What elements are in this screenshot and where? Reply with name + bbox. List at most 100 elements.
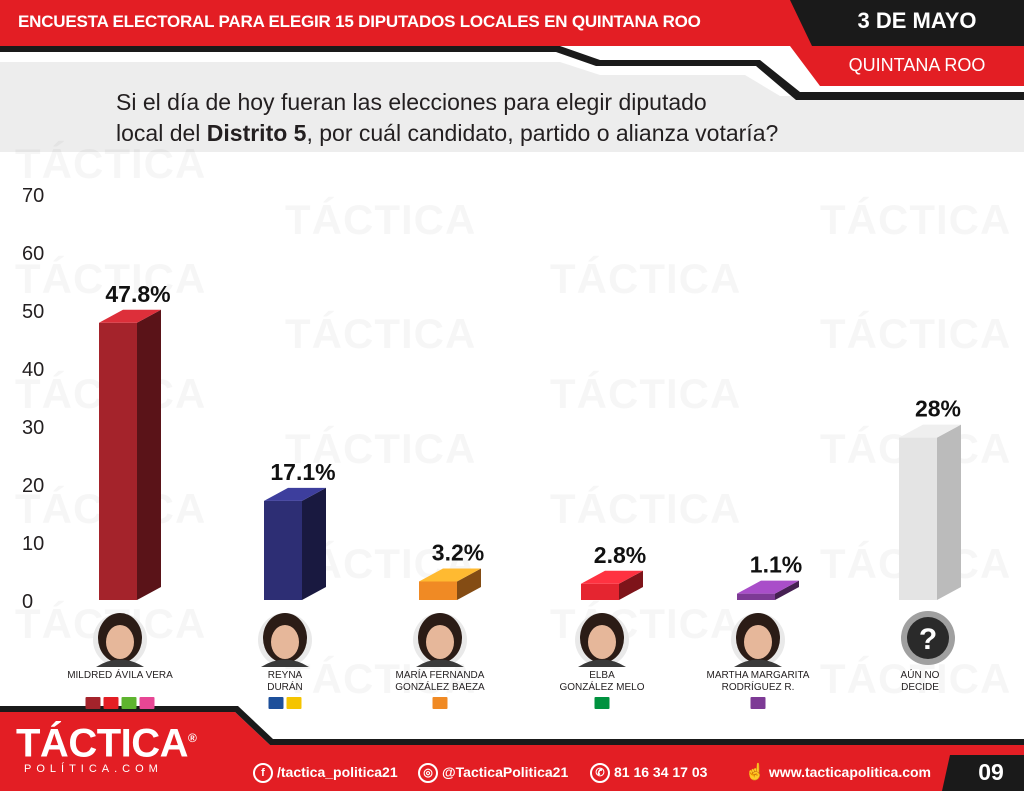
bar-front bbox=[264, 500, 302, 600]
bar-value-label: 47.8% bbox=[105, 281, 170, 307]
bar-value-label: 1.1% bbox=[750, 552, 802, 578]
y-tick-label: 30 bbox=[22, 417, 44, 439]
bar-side bbox=[775, 580, 799, 600]
website-url: www.tacticapolitica.com bbox=[768, 764, 932, 780]
candidate-name-line: MARÍA FERNANDA bbox=[395, 670, 485, 681]
bar-value-label: 17.1% bbox=[270, 459, 335, 485]
bar-front bbox=[581, 583, 619, 600]
pointer-icon: ☝ bbox=[745, 764, 765, 781]
phone-number: 81 16 34 17 03 bbox=[614, 764, 708, 780]
avatar-shoulders bbox=[416, 659, 464, 667]
avatar-face bbox=[744, 625, 772, 659]
phone-icon: ✆ bbox=[590, 763, 610, 784]
bar-side bbox=[619, 570, 643, 600]
y-tick-label: 10 bbox=[22, 533, 44, 555]
bar-value-label: 3.2% bbox=[432, 539, 484, 565]
candidate-avatar bbox=[575, 613, 629, 667]
avatar-face bbox=[271, 625, 299, 659]
question-mark-icon: ? bbox=[919, 623, 937, 656]
candidate-name-line: GONZÁLEZ MELO bbox=[559, 682, 645, 693]
page-num-box bbox=[942, 755, 1024, 791]
phone-link[interactable]: ✆ 81 16 34 17 03 bbox=[590, 761, 708, 784]
bar-group bbox=[899, 424, 961, 600]
header-date: 3 DE MAYO bbox=[857, 8, 977, 33]
bar-top bbox=[581, 570, 643, 584]
question-band bbox=[0, 62, 1024, 152]
facebook-icon: f bbox=[253, 763, 273, 784]
candidate-name: MARÍA FERNANDA GONZÁLEZ BAEZA bbox=[355, 670, 525, 694]
party-logo-mas bbox=[750, 697, 766, 709]
party-logo-morena bbox=[85, 697, 101, 709]
bar-side bbox=[302, 487, 326, 600]
facebook-link[interactable]: f/tactica_politica21 bbox=[253, 761, 398, 784]
question-line-2-post: , por cuál candidato, partido o alianza … bbox=[306, 120, 779, 146]
footer-logo: TÁCTICA® bbox=[16, 718, 226, 763]
party-logo-pri bbox=[594, 697, 610, 709]
bar-top bbox=[99, 309, 161, 323]
survey-question: Si el día de hoy fueran las elecciones p… bbox=[116, 87, 836, 149]
bar-front bbox=[737, 593, 775, 600]
y-tick-label: 20 bbox=[22, 475, 44, 497]
y-tick-label: 60 bbox=[22, 243, 44, 265]
avatar-face bbox=[426, 625, 454, 659]
bar-group bbox=[264, 487, 326, 600]
avatar-shoulders bbox=[96, 659, 144, 667]
footer-logo-subtitle: POLÍTICA.COM bbox=[24, 763, 163, 775]
y-tick-label: 50 bbox=[22, 301, 44, 323]
bar-value-label: 28% bbox=[915, 396, 961, 422]
question-district: Distrito 5 bbox=[206, 120, 307, 146]
y-tick-label: 0 bbox=[22, 591, 33, 613]
bar-front bbox=[419, 581, 457, 600]
candidate-name-line: DECIDE bbox=[901, 682, 939, 693]
page-number: 09 bbox=[978, 759, 1004, 785]
candidate-name: REYNA DURÁN bbox=[200, 670, 370, 694]
bar-group bbox=[737, 580, 799, 600]
candidate-name-line: MILDRED ÁVILA VERA bbox=[67, 670, 173, 681]
region-box bbox=[790, 46, 1024, 86]
question-line-2-pre: local del bbox=[116, 120, 207, 146]
footer-logo-text: TÁCTICA bbox=[16, 721, 189, 766]
candidate-avatar bbox=[258, 613, 312, 667]
candidate-name-line: REYNA bbox=[267, 670, 303, 681]
candidate-avatar bbox=[731, 613, 785, 667]
header-title: ENCUESTA ELECTORAL PARA ELEGIR 15 DIPUTA… bbox=[18, 12, 701, 31]
avatar-shoulders bbox=[261, 659, 309, 667]
party-logo-mc bbox=[432, 697, 448, 709]
bar-front bbox=[899, 437, 937, 600]
y-tick-label: 40 bbox=[22, 359, 44, 381]
avatar-face bbox=[106, 625, 134, 659]
date-box bbox=[790, 0, 1024, 46]
bar-group bbox=[99, 309, 161, 600]
party-logo-pt bbox=[103, 697, 119, 709]
facebook-handle: /tactica_politica21 bbox=[277, 764, 398, 780]
bar-side bbox=[937, 424, 961, 600]
avatar-shoulders bbox=[734, 659, 782, 667]
instagram-handle: @TacticaPolitica21 bbox=[442, 764, 569, 780]
bar-top bbox=[737, 580, 799, 594]
bar-top bbox=[899, 424, 961, 438]
bar-value-label: 2.8% bbox=[594, 542, 646, 568]
candidate-name: AÚN NO DECIDE bbox=[835, 670, 1005, 694]
party-logo-pvem bbox=[121, 697, 137, 709]
candidate-name-line: AÚN NO bbox=[900, 670, 940, 681]
website-link[interactable]: ☝ www.tacticapolitica.com bbox=[745, 761, 931, 783]
party-logo-prd bbox=[286, 697, 302, 709]
instagram-link[interactable]: ◎ @TacticaPolitica21 bbox=[418, 761, 569, 784]
y-tick-label: 70 bbox=[22, 185, 44, 207]
candidate-name: MILDRED ÁVILA VERA bbox=[35, 670, 205, 682]
candidate-name-line: ELBA bbox=[589, 670, 615, 681]
avatar-shoulders bbox=[578, 659, 626, 667]
candidate-name-line: GONZÁLEZ BAEZA bbox=[395, 682, 485, 693]
candidate-name-line: RODRÍGUEZ R. bbox=[721, 682, 795, 693]
unknown-avatar-inner bbox=[907, 617, 949, 659]
header-band bbox=[0, 0, 812, 46]
candidate-name-line: DURÁN bbox=[267, 682, 303, 693]
candidate-name: ELBA GONZÁLEZ MELO bbox=[517, 670, 687, 694]
bar-top bbox=[419, 568, 481, 582]
candidate-name-line: MARTHA MARGARITA bbox=[706, 670, 810, 681]
candidate-name: MARTHA MARGARITA RODRÍGUEZ R. bbox=[673, 670, 843, 694]
candidate-avatar bbox=[413, 613, 467, 667]
instagram-icon: ◎ bbox=[418, 763, 438, 784]
